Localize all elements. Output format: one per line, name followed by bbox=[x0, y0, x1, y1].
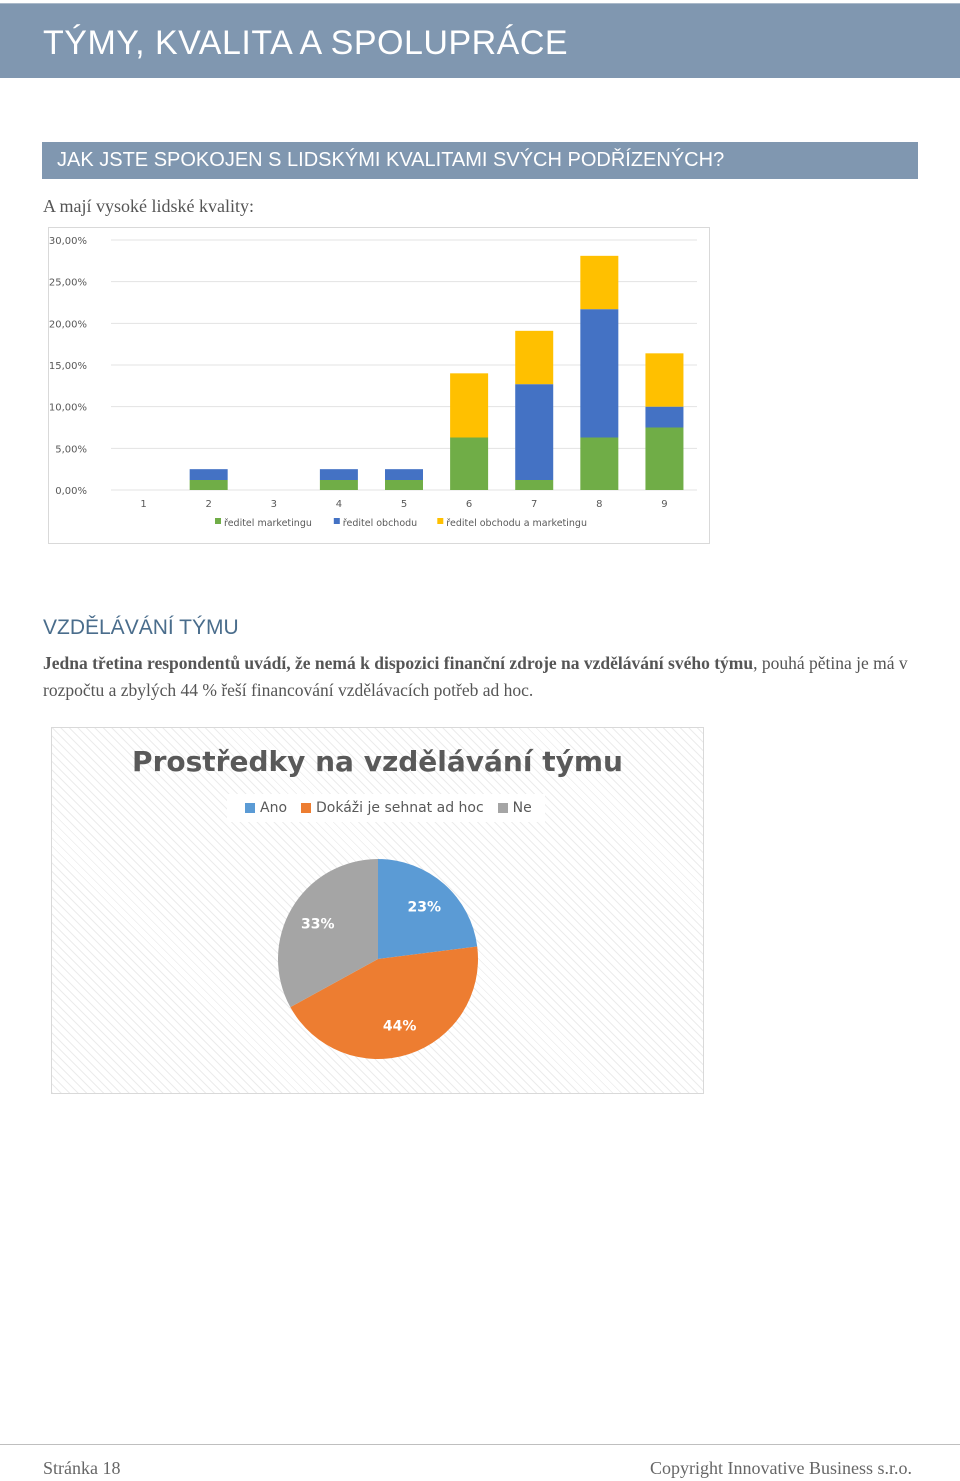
bar-segment bbox=[450, 437, 489, 490]
pie-slice bbox=[378, 859, 478, 959]
bar-segment bbox=[319, 480, 358, 490]
pie-slice bbox=[278, 859, 378, 1008]
question-bar: JAK JSTE SPOKOJEN S LIDSKÝMI KVALITAMI S… bbox=[42, 142, 918, 179]
y-tick-label: 5,00% bbox=[55, 444, 87, 455]
x-tick-label: 8 bbox=[596, 499, 602, 510]
page-title: TÝMY, KVALITA A SPOLUPRÁCE bbox=[43, 24, 569, 62]
legend-label: ředitel marketingu bbox=[224, 518, 312, 529]
x-tick-label: 5 bbox=[401, 499, 407, 510]
bar-segment bbox=[645, 406, 684, 428]
paragraph-rest: , pouhá pětina je má v rozpočtu a zbylýc… bbox=[43, 653, 908, 700]
stacked-bar-chart: 0,00% 5,00% 10,00% 15,00% 20,00% 25,00% 30,00%… bbox=[48, 227, 710, 544]
section-heading: VZDĚLÁVÁNÍ TÝMU bbox=[43, 616, 239, 639]
bar-segment bbox=[319, 469, 358, 480]
bar-segment bbox=[580, 255, 619, 310]
pie-legend-item: Ne bbox=[497, 800, 532, 816]
pie-legend-item: Dokáži je sehnat ad hoc bbox=[301, 800, 484, 816]
pie-slice bbox=[290, 946, 478, 1059]
pie-legend: Ano Dokáži je sehnat ad hoc Ne bbox=[227, 794, 545, 822]
copyright: Copyright Innovative Business s.r.o. bbox=[650, 1458, 912, 1478]
bar-segment bbox=[580, 437, 619, 490]
bar-segment bbox=[385, 480, 423, 490]
x-tick-label: 7 bbox=[531, 499, 537, 510]
bar-segment bbox=[189, 469, 228, 480]
legend-label: Ano bbox=[260, 800, 288, 816]
section-paragraph: Jedna třetina respondentů uvádí, že nemá… bbox=[43, 650, 923, 704]
y-tick-label: 15,00% bbox=[49, 361, 87, 372]
pie-value-label: 23% bbox=[408, 899, 442, 915]
x-tick-label: 9 bbox=[661, 499, 667, 510]
x-tick-label: 4 bbox=[336, 499, 342, 510]
bar-segment bbox=[385, 469, 423, 480]
chart-subtitle: A mají vysoké lidské kvality: bbox=[43, 196, 254, 216]
pie-value-label: 33% bbox=[301, 916, 335, 932]
legend-label: ředitel obchodu bbox=[343, 518, 417, 529]
legend-label: Dokáži je sehnat ad hoc bbox=[316, 800, 484, 816]
bar-segment bbox=[515, 330, 554, 385]
legend-swatch bbox=[215, 518, 221, 524]
x-tick-label: 1 bbox=[140, 499, 146, 510]
x-tick-label: 2 bbox=[205, 499, 211, 510]
pie-chart-svg: 23% 44% 33% bbox=[278, 859, 478, 1059]
question-text: JAK JSTE SPOKOJEN S LIDSKÝMI KVALITAMI S… bbox=[57, 149, 725, 171]
y-tick-label: 25,00% bbox=[49, 278, 87, 289]
legend-swatch bbox=[301, 803, 312, 813]
stacked-bar-chart-svg: 0,00% 5,00% 10,00% 15,00% 20,00% 25,00% 30,00%… bbox=[49, 236, 697, 529]
legend-swatch bbox=[497, 803, 508, 813]
pie-value-label: 44% bbox=[383, 1019, 417, 1035]
header-bar: TÝMY, KVALITA A SPOLUPRÁCE bbox=[0, 3, 960, 78]
y-tick-label: 20,00% bbox=[49, 319, 87, 330]
bar-segment bbox=[515, 384, 554, 480]
legend-label: ředitel obchodu a marketingu bbox=[446, 518, 587, 529]
legend-swatch bbox=[437, 518, 444, 524]
legend-swatch bbox=[333, 518, 340, 524]
bar-segment bbox=[189, 480, 228, 490]
bar-segment bbox=[515, 480, 554, 490]
bar-segment bbox=[645, 353, 684, 407]
footer-divider bbox=[0, 1444, 960, 1445]
bar-segment bbox=[450, 373, 489, 438]
y-tick-label: 0,00% bbox=[55, 486, 87, 497]
pie-chart: Prostředky na vzdělávání týmu Ano Dokáži… bbox=[51, 727, 704, 1094]
y-tick-label: 30,00% bbox=[49, 236, 87, 247]
paragraph-lead: Jedna třetina respondentů uvádí, že nemá… bbox=[43, 653, 754, 673]
x-tick-label: 6 bbox=[466, 499, 472, 510]
pie-legend-item: Ano bbox=[245, 800, 287, 816]
y-tick-label: 10,00% bbox=[49, 403, 87, 414]
page-number: Stránka 18 bbox=[43, 1458, 121, 1478]
legend-swatch bbox=[245, 803, 255, 813]
pie-chart-title: Prostředky na vzdělávání týmu bbox=[132, 745, 623, 778]
bar-segment bbox=[580, 309, 619, 438]
bar-segment bbox=[645, 427, 684, 490]
legend-label: Ne bbox=[512, 800, 532, 816]
x-tick-label: 3 bbox=[271, 499, 277, 510]
